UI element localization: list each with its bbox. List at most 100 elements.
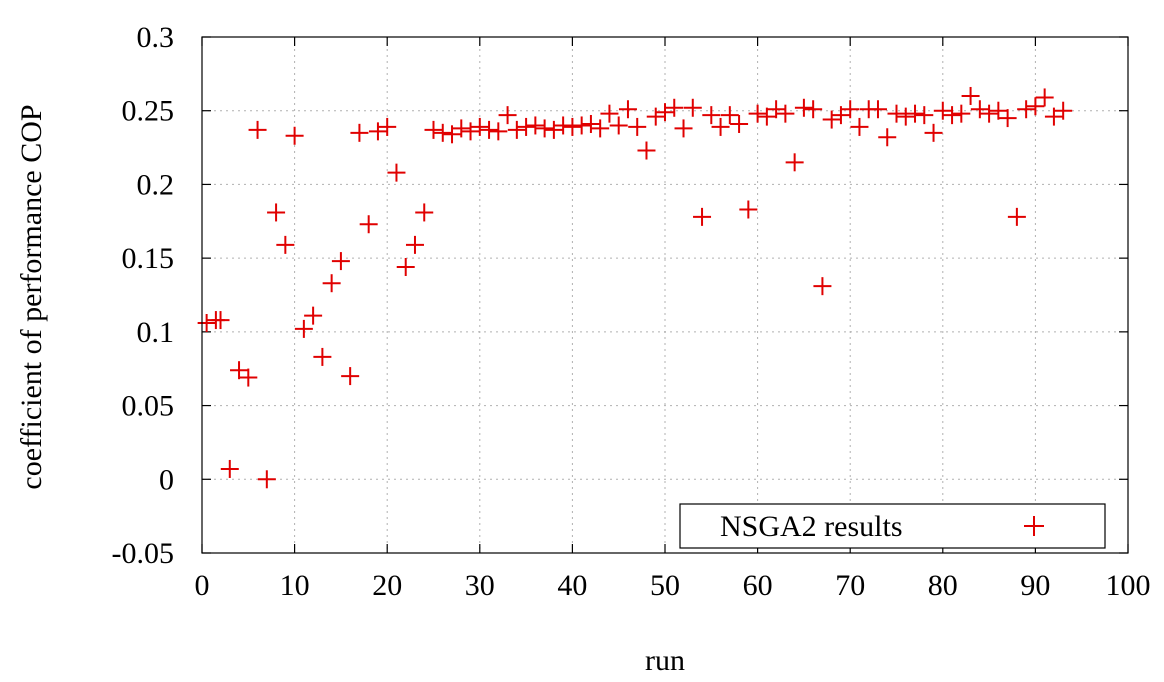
legend-label: NSGA2 results: [720, 510, 903, 543]
x-tick-label: 60: [743, 569, 773, 602]
data-point: [785, 153, 804, 172]
data-point: [507, 120, 526, 139]
data-point: [628, 117, 647, 136]
data-point: [544, 120, 563, 139]
data-point: [609, 116, 628, 135]
y-axis-label: coefficient of performance COP: [15, 104, 48, 489]
x-tick-label: 30: [465, 569, 495, 602]
data-point: [1054, 101, 1073, 120]
data-point: [470, 117, 489, 136]
data-point: [498, 106, 517, 125]
data-point: [350, 123, 369, 142]
x-tick-label: 40: [557, 569, 587, 602]
x-tick-label: 10: [280, 569, 310, 602]
data-point: [211, 311, 230, 330]
data-point: [702, 106, 721, 125]
plot-frame: [201, 36, 1129, 554]
y-tick-label: -0.05: [112, 537, 175, 570]
data-point: [387, 163, 406, 182]
data-point: [313, 347, 332, 366]
data-point: [998, 109, 1017, 128]
data-points: [197, 86, 1073, 489]
legend: NSGA2 results: [679, 503, 1106, 549]
y-tick-label: 0.15: [122, 242, 175, 275]
data-point: [683, 98, 702, 117]
data-point: [285, 126, 304, 145]
data-point: [933, 101, 952, 120]
data-point: [1017, 100, 1036, 119]
x-tick-label: 100: [1106, 569, 1151, 602]
data-point: [961, 86, 980, 105]
data-point: [739, 200, 758, 219]
data-point: [887, 104, 906, 123]
y-tick-label: 0: [159, 463, 174, 496]
y-tick-label: 0.3: [137, 21, 175, 54]
data-point: [535, 119, 554, 138]
axis-ticks: 0 10 20 30 40 50 60 70 80 90 100 -0.05 0 0.05 0.1 0.15 0…: [112, 21, 1151, 602]
data-point: [489, 122, 508, 141]
legend-marker: [1024, 516, 1044, 536]
data-point: [480, 120, 499, 139]
data-point: [646, 107, 665, 126]
data-point: [1007, 207, 1026, 226]
data-point: [943, 106, 962, 125]
y-tick-label: 0.1: [137, 316, 175, 349]
data-point: [924, 123, 943, 142]
data-point: [878, 128, 897, 147]
data-point: [341, 367, 360, 386]
data-point: [368, 122, 387, 141]
data-point: [554, 116, 573, 135]
data-point: [322, 274, 341, 293]
data-point: [730, 114, 749, 133]
data-point: [757, 107, 776, 126]
data-point: [767, 100, 786, 119]
data-point: [304, 306, 323, 325]
data-point: [989, 101, 1008, 120]
data-point: [415, 203, 434, 222]
y-tick-label: 0.2: [137, 168, 175, 201]
data-point: [294, 319, 313, 338]
x-axis-label: run: [645, 644, 685, 677]
data-point: [461, 122, 480, 141]
data-point: [581, 114, 600, 133]
data-point: [952, 104, 971, 123]
x-tick-label: 0: [195, 569, 210, 602]
data-point: [906, 104, 925, 123]
data-point: [637, 141, 656, 160]
data-point: [804, 100, 823, 119]
data-point: [896, 107, 915, 126]
data-point: [915, 106, 934, 125]
data-point: [600, 104, 619, 123]
data-point: [405, 235, 424, 254]
data-point: [980, 104, 999, 123]
x-tick-label: 50: [650, 569, 680, 602]
x-tick-label: 20: [372, 569, 402, 602]
data-point: [267, 203, 286, 222]
data-point: [424, 120, 443, 139]
data-point: [563, 117, 582, 136]
data-point: [230, 361, 249, 380]
data-point: [443, 125, 462, 144]
data-point: [693, 207, 712, 226]
data-point: [711, 117, 730, 136]
data-point: [239, 368, 258, 387]
data-point: [656, 103, 674, 122]
data-point: [868, 100, 887, 119]
data-point: [831, 106, 850, 125]
y-tick-label: 0.25: [122, 95, 175, 128]
data-point: [452, 119, 471, 138]
data-point: [1035, 88, 1054, 107]
data-point: [331, 252, 350, 271]
data-point: [1044, 107, 1063, 126]
data-point: [822, 110, 841, 129]
data-point: [517, 117, 536, 136]
y-tick-label: 0.05: [122, 390, 175, 423]
x-tick-label: 80: [928, 569, 958, 602]
x-tick-label: 70: [835, 569, 865, 602]
data-point: [248, 120, 267, 139]
data-point: [276, 235, 295, 254]
data-point: [850, 117, 869, 136]
data-point: [526, 116, 545, 135]
data-point: [197, 314, 216, 333]
